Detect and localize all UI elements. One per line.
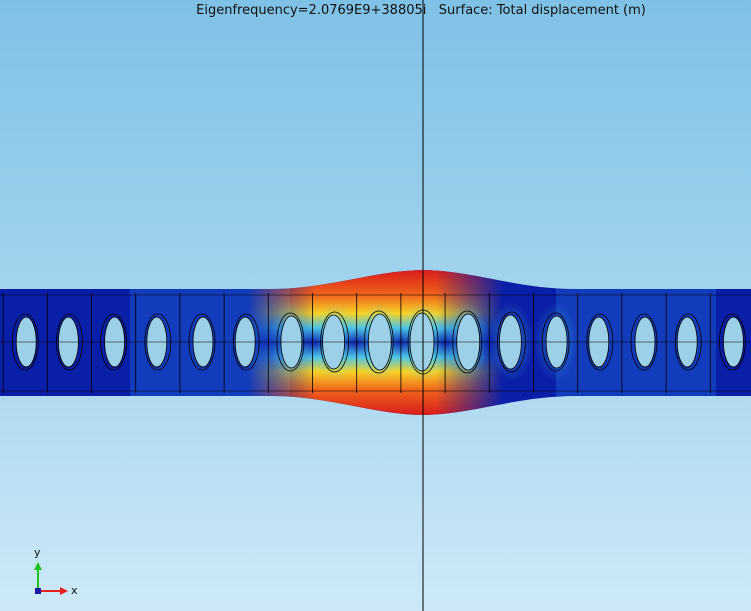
x-arrow-head bbox=[60, 587, 68, 595]
plot-title: Eigenfrequency=2.0769E9+38805i Surface: … bbox=[196, 3, 646, 18]
x-axis-label: x bbox=[71, 584, 78, 597]
mesh-lines bbox=[0, 293, 751, 393]
origin-marker bbox=[35, 588, 41, 594]
y-axis-label: y bbox=[34, 546, 41, 559]
y-arrow-head bbox=[34, 562, 42, 570]
waveguide-band bbox=[0, 270, 751, 415]
axes-triad bbox=[34, 562, 68, 595]
